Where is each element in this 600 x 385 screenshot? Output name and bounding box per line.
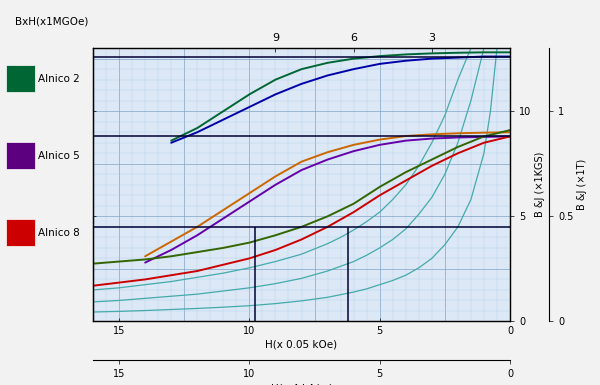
- Text: Alnico 8: Alnico 8: [38, 228, 80, 238]
- Text: BxH(x1MGOe): BxH(x1MGOe): [16, 16, 89, 26]
- Y-axis label: B &J (×1KGS): B &J (×1KGS): [535, 152, 545, 218]
- Text: Alnico 2: Alnico 2: [38, 74, 80, 84]
- Text: Alnico 5: Alnico 5: [38, 151, 80, 161]
- X-axis label: H(x 4 kA/m): H(x 4 kA/m): [271, 383, 332, 385]
- Y-axis label: B &J (×1T): B &J (×1T): [577, 159, 587, 211]
- X-axis label: H(x 0.05 kOe): H(x 0.05 kOe): [265, 339, 338, 349]
